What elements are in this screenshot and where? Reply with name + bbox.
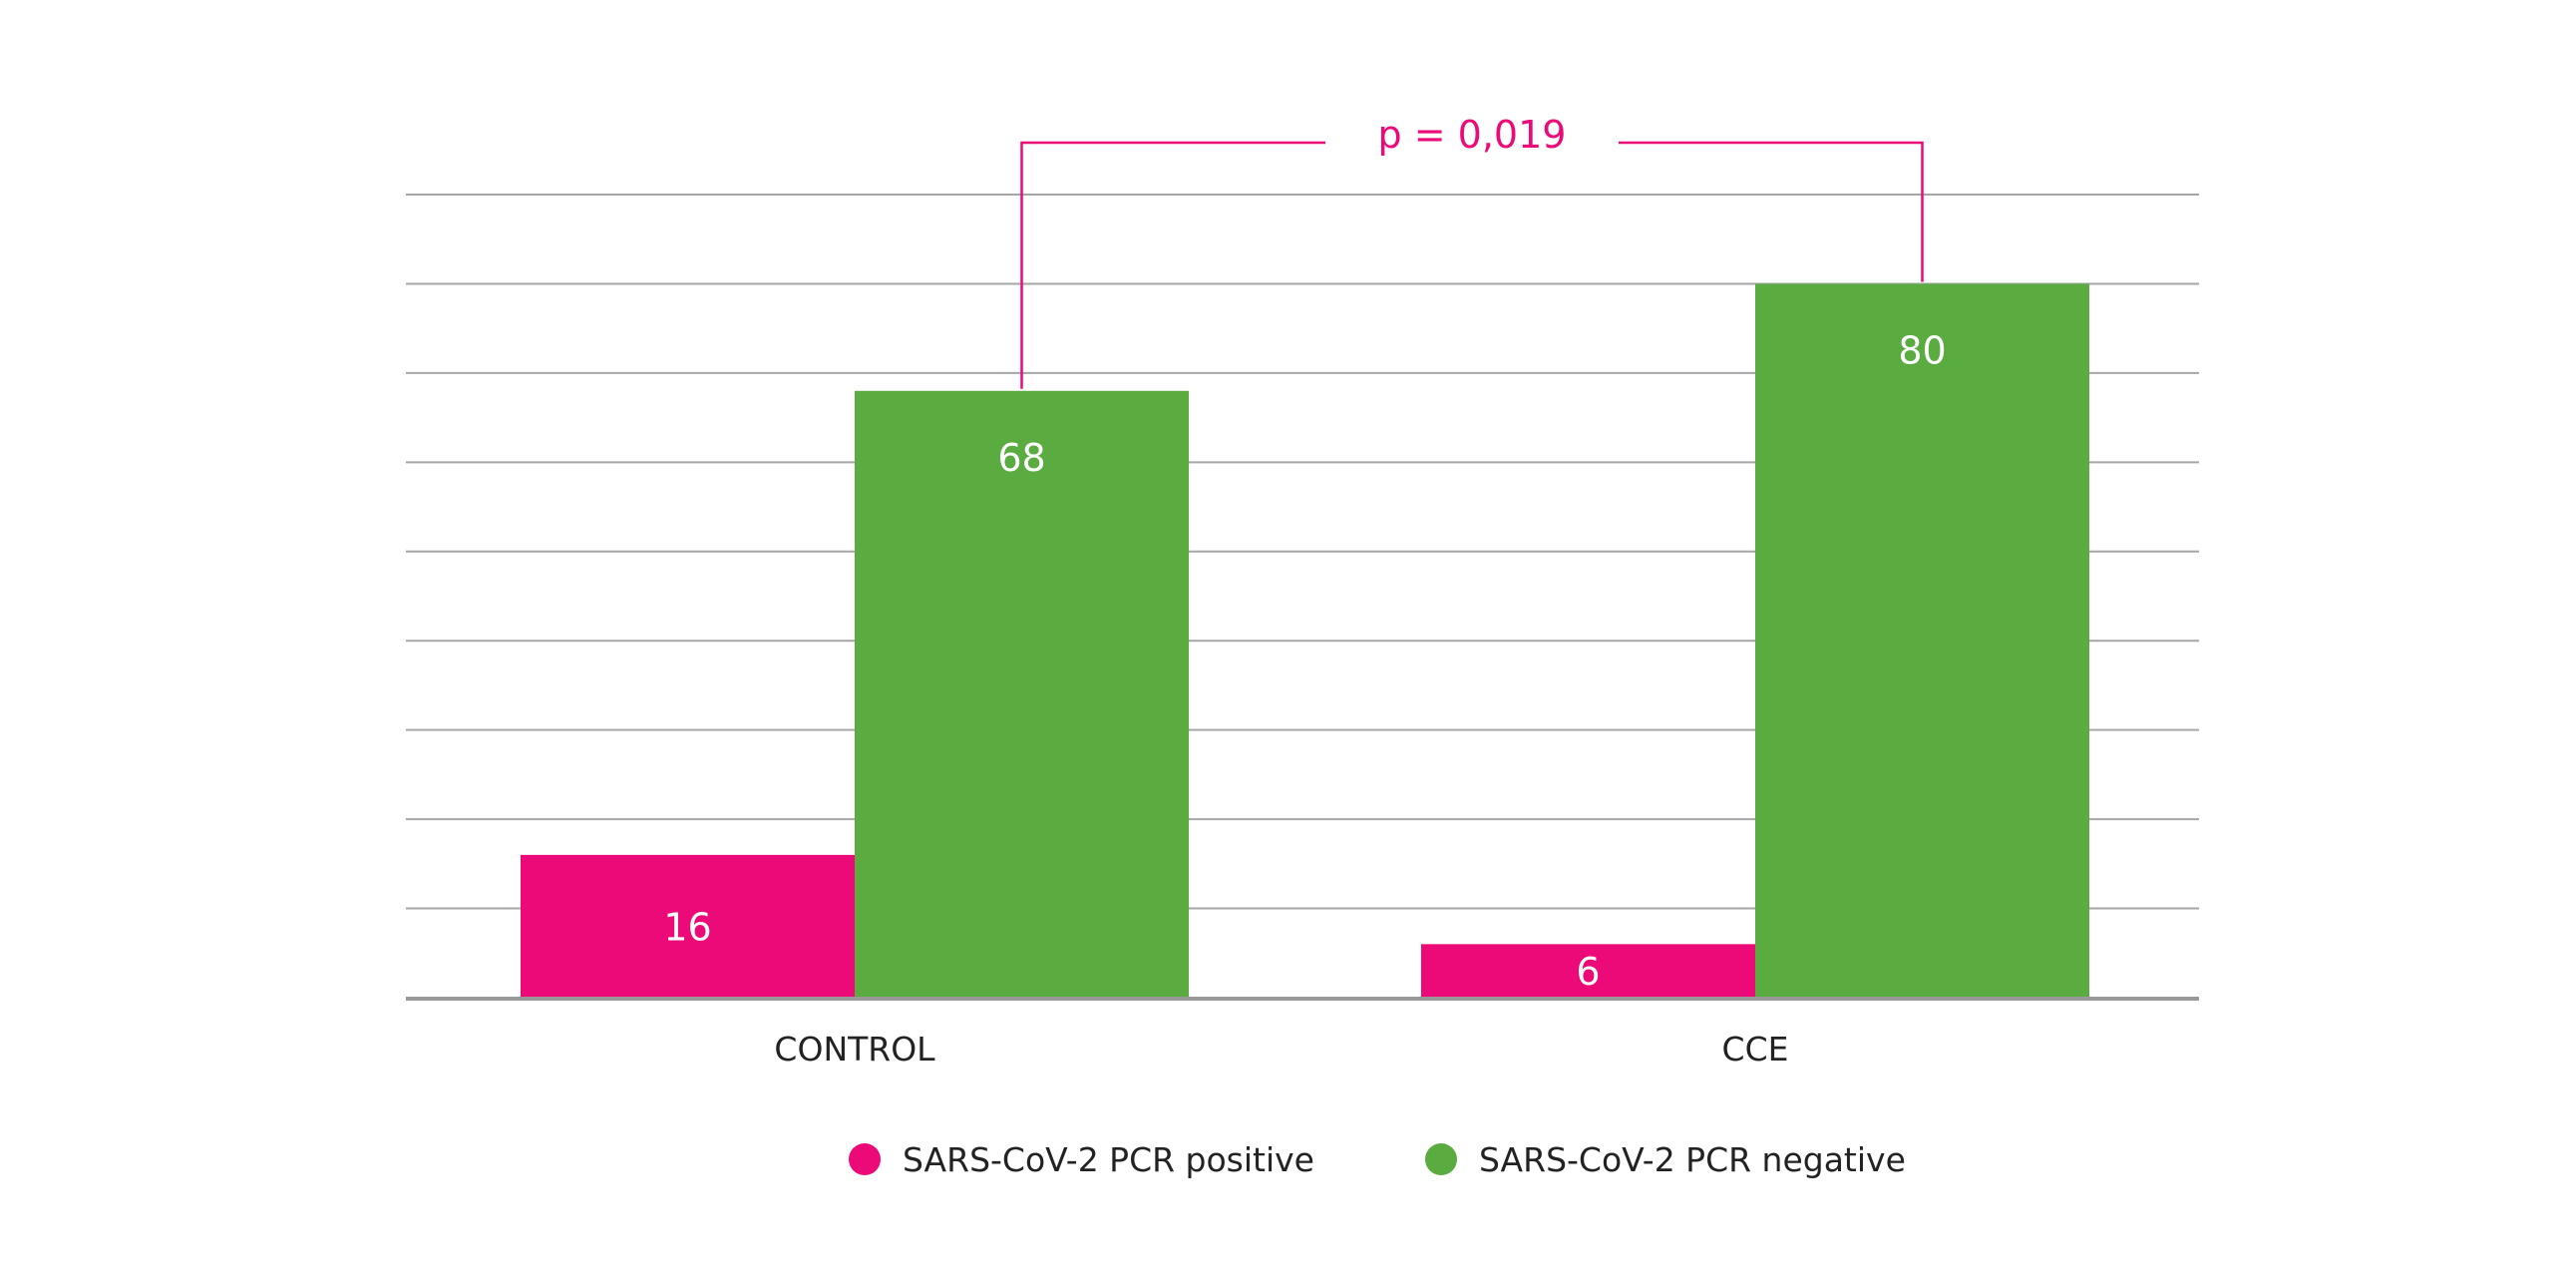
legend-swatch	[849, 1143, 881, 1175]
x-tick-label: CONTROL	[774, 1030, 935, 1069]
bar-cce-positive	[1421, 944, 1755, 998]
bar-value-label: 68	[997, 436, 1045, 480]
bars: 16 68 6 80	[521, 283, 2089, 998]
significance-annotation: p = 0,019	[1020, 113, 1924, 389]
x-tick-label: CCE	[1722, 1030, 1789, 1069]
legend-entry-label: SARS-CoV-2 PCR negative	[1479, 1140, 1906, 1179]
bar-cce-negative	[1755, 283, 2089, 998]
gridlines	[406, 194, 2199, 910]
legend-entry-label: SARS-CoV-2 PCR positive	[903, 1140, 1314, 1179]
bar-control-negative	[855, 390, 1189, 998]
p-value-label: p = 0,019	[1378, 113, 1567, 157]
bracket-right	[1619, 141, 1924, 282]
bar-value-label: 16	[663, 905, 711, 949]
legend: SARS-CoV-2 PCR positive SARS-CoV-2 PCR ne…	[849, 1140, 1906, 1179]
bar-value-label: 80	[1898, 328, 1946, 372]
bracket-left	[1020, 141, 1325, 389]
bar-control-positive	[521, 854, 855, 998]
bar-value-label: 6	[1576, 950, 1600, 994]
legend-swatch	[1425, 1143, 1457, 1175]
x-axis: CONTROL CCE	[406, 997, 2199, 1069]
